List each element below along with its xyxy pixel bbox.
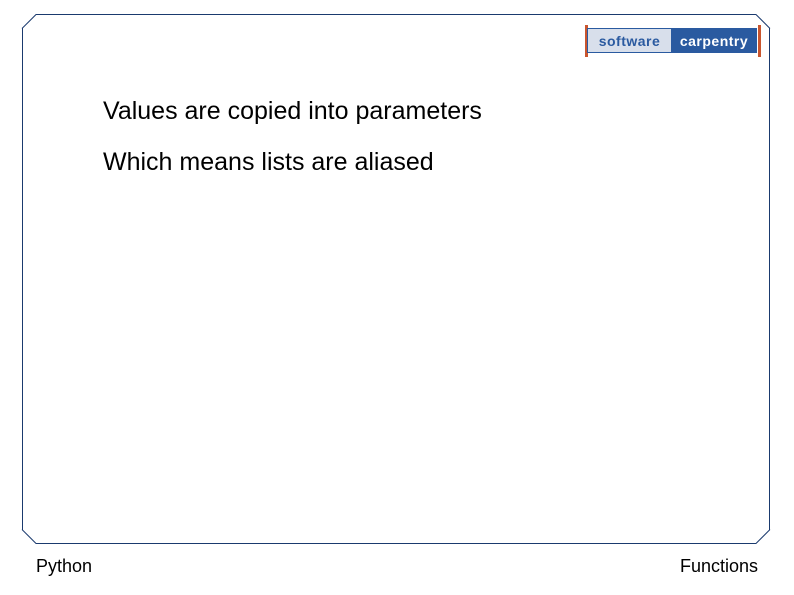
slide-content: Values are copied into parameters Which … <box>103 97 482 199</box>
content-line-1: Values are copied into parameters <box>103 97 482 126</box>
footer-right: Functions <box>680 556 758 577</box>
corner-cut <box>22 14 36 28</box>
logo-edge <box>758 25 761 57</box>
corner-cut <box>22 530 36 544</box>
slide: software carpentry Values are copied int… <box>0 0 794 595</box>
logo-word-software: software <box>587 28 671 53</box>
content-line-2: Which means lists are aliased <box>103 148 482 177</box>
software-carpentry-logo: software carpentry <box>587 25 759 57</box>
slide-frame: software carpentry Values are copied int… <box>22 14 770 544</box>
logo-word-carpentry: carpentry <box>671 28 757 53</box>
corner-cut <box>756 530 770 544</box>
footer-left: Python <box>36 556 92 577</box>
